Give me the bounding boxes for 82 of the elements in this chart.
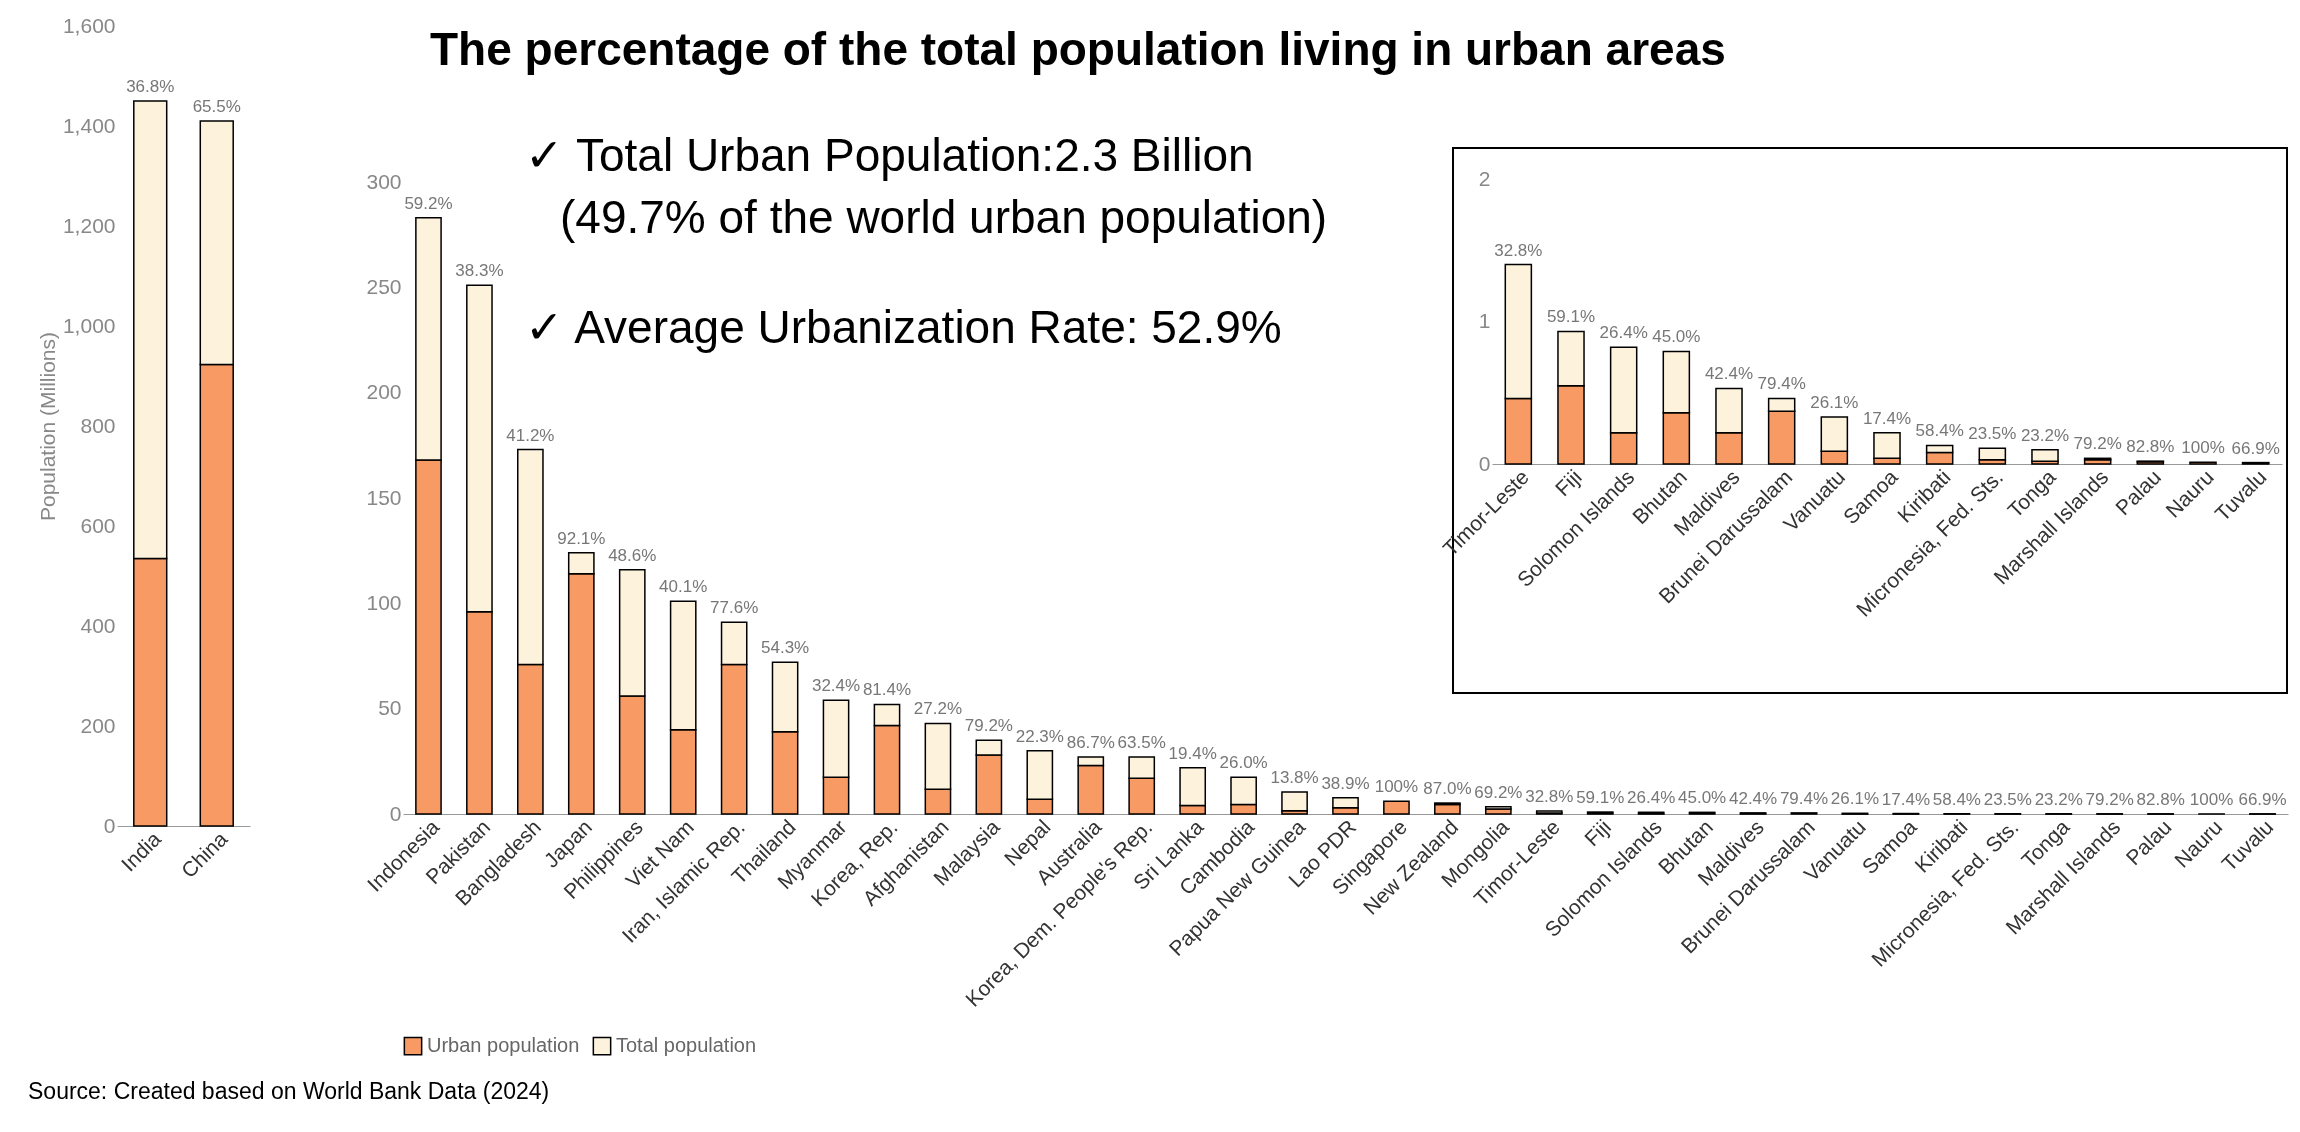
annotation: 26.4% [1627,788,1676,808]
annotation: 79.2% [2085,789,2134,809]
annotation: 59.2% [404,193,453,213]
annotation: 36.8% [126,77,175,96]
annotation: 17.4% [1862,408,1912,428]
annotation: 41.2% [506,425,555,445]
annotation: 13.8% [1270,767,1319,787]
annotation: 23.2% [2020,425,2070,445]
legend-label: Total population [616,1034,757,1057]
annotation: 65.5% [192,97,241,116]
annotation: ✓ Total Urban Population:2.3 Billion [525,128,1254,182]
annotation: 58.4% [1932,789,1981,809]
annotation: 19.4% [1168,743,1217,763]
annotation: 82.8% [2126,437,2175,457]
annotation: 81.4% [862,680,912,700]
annotation: 66.9% [2231,438,2280,458]
annotation: 100% [2189,789,2234,809]
annotation: 42.4% [1728,788,1778,808]
legend-label: Urban population [427,1034,580,1057]
y-tick-label: 1,200 [62,213,116,237]
y-tick-label: 100 [366,590,402,614]
annotation: 26.0% [1219,753,1268,773]
annotation: 42.4% [1704,364,1754,384]
annotation: 59.1% [1576,788,1625,808]
annotation: 92.1% [557,528,606,548]
y-tick-label: 200 [366,380,402,404]
annotation: 26.1% [1810,392,1859,412]
annotation: 23.2% [2034,789,2083,809]
annotation: 59.1% [1546,307,1596,327]
annotation: 45.0% [1678,788,1727,808]
y-tick-label: 2 [1478,166,1491,190]
annotation: (49.7% of the world urban population) [560,190,1328,244]
y-tick-label: 300 [366,169,402,193]
y-tick-label: 200 [80,713,116,737]
y-tick-label: 1,600 [62,13,116,37]
annotation: 32.8% [1494,240,1543,260]
y-tick-label: 400 [80,613,116,637]
y-tick-label: 0 [389,801,402,825]
annotation: 23.5% [1968,424,2017,444]
annotation: 38.3% [455,261,504,281]
annotation: 87.0% [1423,779,1472,799]
annotation: 32.4% [811,676,861,696]
annotation: 40.1% [659,577,708,597]
annotation: 58.4% [1915,421,1964,441]
annotation: 77.6% [710,598,759,618]
annotation: 23.5% [1983,789,2032,809]
annotation: 26.1% [1830,789,1880,809]
y-tick-label: 800 [80,413,116,437]
source-note: Source: Created based on World Bank Data (2024) [28,1078,550,1105]
annotation: 63.5% [1117,733,1166,753]
y-tick-label: 1,400 [62,113,116,137]
annotation: 54.3% [760,638,810,658]
annotation: 26.4% [1599,323,1648,343]
annotation: 17.4% [1881,789,1931,809]
chart-title: The percentage of the total population living in urban areas [430,22,1726,76]
annotation: 32.8% [1525,787,1574,807]
annotation: 79.2% [2073,434,2122,454]
annotation: 79.4% [1779,789,1829,809]
y-tick-label: 600 [80,513,116,537]
annotation: 100% [1374,777,1419,797]
y-tick-label: 0 [103,813,116,837]
y-tick-label: 250 [366,274,402,298]
annotation: 100% [2181,438,2225,458]
annotation: 48.6% [608,545,657,565]
y-tick-label: 1 [1478,309,1491,332]
y-tick-label: 1,000 [62,313,116,337]
annotation: 66.9% [2238,789,2287,809]
y-axis-title: Population (Millions) [35,331,59,522]
annotation: 86.7% [1066,733,1115,753]
y-tick-label: 50 [378,696,402,720]
annotation: 38.9% [1321,773,1370,793]
annotation: 27.2% [913,699,963,719]
annotation: 82.8% [2136,789,2185,809]
annotation: ✓ Average Urbanization Rate: 52.9% [525,300,1282,354]
annotation: 79.4% [1757,374,1806,394]
y-tick-label: 150 [366,485,402,509]
annotation: 69.2% [1474,782,1523,802]
y-tick-label: 0 [1478,451,1491,475]
x-tick-label: Fiji [1550,465,1586,501]
annotation: 22.3% [1015,726,1064,746]
annotation: 79.2% [964,716,1013,736]
annotation: 45.0% [1652,327,1701,347]
